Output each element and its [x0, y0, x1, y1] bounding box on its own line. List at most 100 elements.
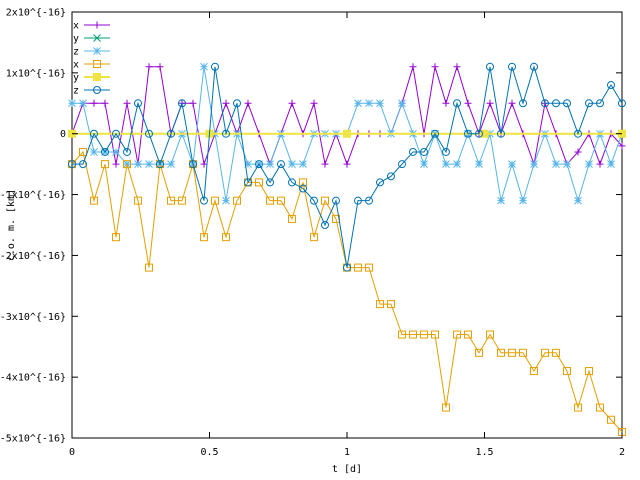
data-point: [178, 196, 186, 205]
y-tick-label: -4x10^{-16}: [0, 373, 66, 384]
data-point: [222, 129, 230, 138]
data-point: [211, 196, 219, 205]
data-point: [68, 160, 76, 169]
data-point: [178, 99, 186, 108]
y-tick-label: -1x10^{-16}: [0, 190, 66, 201]
data-point: [486, 62, 494, 71]
data-point: [123, 99, 131, 107]
data-point: [585, 99, 593, 108]
legend-label: y: [73, 73, 79, 84]
data-point: [167, 129, 175, 138]
data-point: [299, 178, 307, 187]
legend-label: z: [73, 47, 79, 58]
data-point: [420, 147, 428, 156]
data-point: [453, 99, 461, 108]
data-point: [563, 160, 571, 168]
data-point: [563, 367, 571, 376]
data-point: [574, 403, 582, 412]
data-point: [93, 86, 101, 94]
y-tick-label: 0: [60, 129, 66, 140]
data-point: [420, 160, 428, 168]
data-point: [365, 99, 373, 108]
data-point: [145, 63, 153, 71]
data-point: [497, 129, 505, 138]
data-point: [398, 99, 406, 108]
x-tick-label: 0: [69, 447, 75, 458]
data-point: [211, 62, 219, 71]
data-point: [288, 99, 296, 107]
data-point: [552, 99, 560, 108]
data-point: [409, 147, 417, 156]
data-point: [288, 178, 296, 187]
data-point: [90, 148, 98, 156]
data-point: [93, 47, 101, 55]
data-point: [277, 160, 285, 169]
data-point: [343, 160, 351, 168]
data-point: [354, 99, 362, 108]
y-tick-label: 1x10^{-16}: [6, 68, 66, 79]
data-point: [244, 99, 252, 107]
legend-label: x: [73, 60, 79, 71]
data-point: [288, 160, 296, 168]
data-point: [277, 196, 285, 205]
data-point: [101, 160, 109, 169]
data-point: [486, 330, 494, 339]
y-axis-label: c.o. m. [km]: [6, 189, 17, 261]
data-point: [508, 62, 516, 71]
series-z-6: [68, 62, 626, 272]
data-point: [519, 99, 527, 108]
data-point: [508, 99, 516, 107]
data-point: [332, 196, 340, 205]
y-tick-label: 2x10^{-16}: [6, 8, 66, 19]
data-point: [200, 233, 208, 242]
data-point: [93, 34, 101, 42]
x-tick-label: 0.5: [200, 447, 218, 458]
y-tick-label: -5x10^{-16}: [0, 434, 66, 445]
data-point: [310, 99, 318, 107]
x-tick-label: 1: [344, 447, 350, 458]
data-point: [112, 129, 120, 138]
data-point: [222, 233, 230, 242]
data-point: [79, 160, 87, 169]
data-point: [508, 160, 516, 168]
data-point: [442, 147, 450, 156]
data-point: [200, 62, 208, 71]
data-point: [596, 160, 604, 168]
data-point: [585, 367, 593, 376]
axis-ticks: 0 0.5 1 1.5 2 2x10^{-16} 1x10^{-16} 0 -1x10^{-16…: [0, 8, 625, 459]
data-point: [343, 263, 351, 272]
data-point: [145, 160, 153, 168]
data-point: [464, 129, 472, 138]
data-point: [343, 129, 351, 138]
data-point: [233, 196, 241, 205]
data-point: [475, 348, 483, 357]
data-point: [376, 300, 384, 309]
data-point: [255, 160, 263, 169]
data-point: [134, 99, 142, 108]
data-point: [398, 160, 406, 169]
data-point: [541, 348, 549, 357]
y-tick-label: -2x10^{-16}: [0, 251, 66, 262]
data-point: [387, 172, 395, 181]
data-point: [266, 196, 274, 205]
data-point: [519, 348, 527, 357]
data-point: [255, 178, 263, 187]
data-point: [288, 214, 296, 223]
data-point: [530, 62, 538, 71]
data-point: [596, 99, 604, 108]
data-point: [134, 160, 142, 168]
data-point: [607, 160, 615, 168]
data-point: [541, 99, 549, 108]
legend-label: x: [73, 21, 79, 32]
legend-entry: z: [73, 47, 110, 58]
data-point: [618, 99, 626, 108]
data-point: [299, 184, 307, 193]
data-point: [398, 330, 406, 339]
data-point: [112, 160, 120, 168]
data-point: [123, 147, 131, 156]
data-point: [497, 196, 505, 205]
data-point: [453, 330, 461, 339]
data-point: [387, 300, 395, 309]
x-axis-label: t [d]: [332, 464, 362, 475]
